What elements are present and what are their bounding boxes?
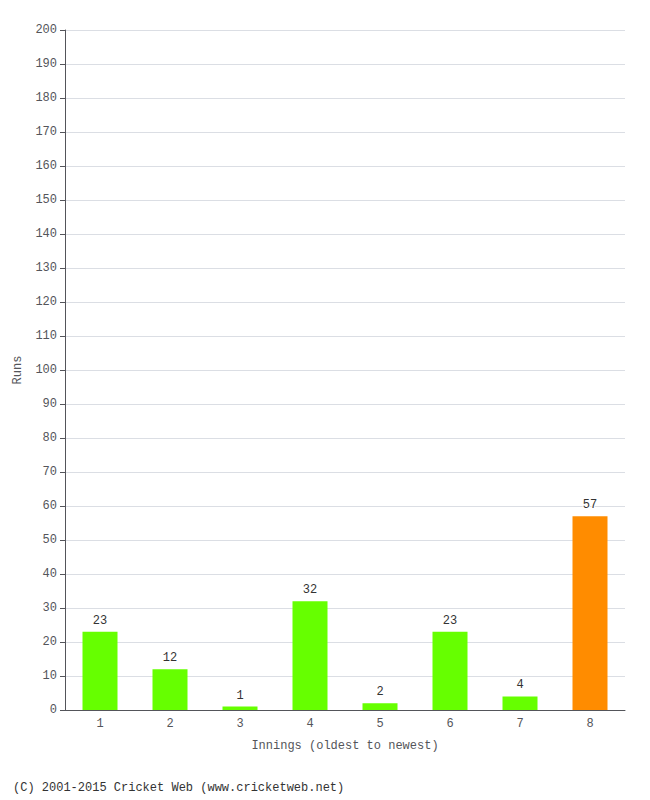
svg-text:5: 5 [376,717,383,731]
svg-text:10: 10 [43,669,57,683]
svg-text:180: 180 [35,91,57,105]
svg-text:Innings (oldest to newest): Innings (oldest to newest) [251,739,438,753]
svg-text:4: 4 [516,678,523,692]
svg-text:200: 200 [35,23,57,37]
svg-text:6: 6 [446,717,453,731]
svg-text:12: 12 [163,651,177,665]
svg-text:2: 2 [166,717,173,731]
svg-text:170: 170 [35,125,57,139]
svg-text:30: 30 [43,601,57,615]
svg-text:7: 7 [516,717,523,731]
svg-text:23: 23 [93,614,107,628]
svg-text:110: 110 [35,329,57,343]
svg-text:130: 130 [35,261,57,275]
svg-text:140: 140 [35,227,57,241]
svg-text:150: 150 [35,193,57,207]
svg-text:80: 80 [43,431,57,445]
svg-text:60: 60 [43,499,57,513]
svg-text:100: 100 [35,363,57,377]
svg-text:190: 190 [35,57,57,71]
svg-text:57: 57 [583,498,597,512]
svg-text:0: 0 [50,703,57,717]
svg-text:120: 120 [35,295,57,309]
svg-text:40: 40 [43,567,57,581]
svg-text:32: 32 [303,583,317,597]
svg-text:2: 2 [376,685,383,699]
svg-text:1: 1 [96,717,103,731]
svg-text:23: 23 [443,614,457,628]
svg-text:50: 50 [43,533,57,547]
svg-text:8: 8 [586,717,593,731]
svg-text:70: 70 [43,465,57,479]
svg-text:3: 3 [236,717,243,731]
svg-text:4: 4 [306,717,313,731]
svg-text:20: 20 [43,635,57,649]
svg-text:1: 1 [236,689,243,703]
svg-text:(C) 2001-2015 Cricket Web (www: (C) 2001-2015 Cricket Web (www.cricketwe… [13,781,344,795]
svg-text:90: 90 [43,397,57,411]
svg-text:160: 160 [35,159,57,173]
svg-text:Runs: Runs [11,356,25,385]
